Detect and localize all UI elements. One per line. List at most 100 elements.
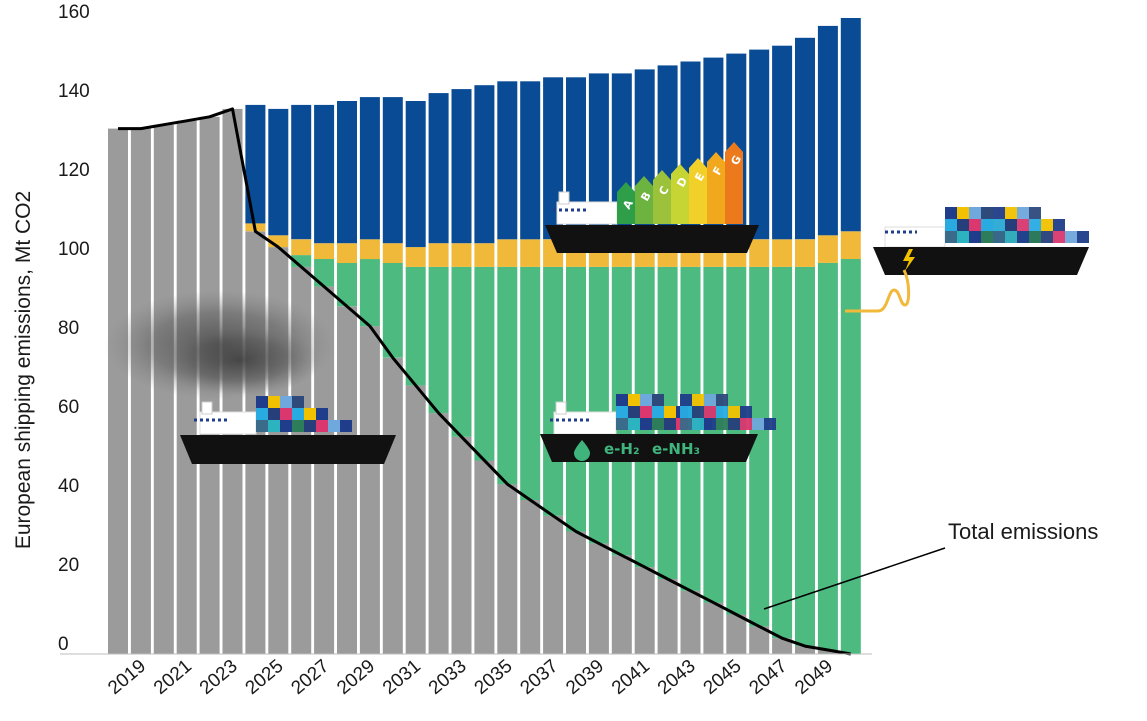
bar-2035-s1 xyxy=(497,266,518,485)
bar-2047-s0 xyxy=(772,638,793,654)
shore-power-ship-icon xyxy=(873,207,1089,275)
bar-2029-s1 xyxy=(359,259,380,327)
bar-2047-s1 xyxy=(772,266,793,639)
bar-2030-s3 xyxy=(382,97,403,244)
bar-2035-s0 xyxy=(497,484,518,654)
bar-2033-s2 xyxy=(451,243,472,267)
container-ship-icon xyxy=(180,396,396,464)
y-tick-label: 20 xyxy=(58,555,79,576)
x-tick-label: 2023 xyxy=(196,656,242,699)
bar-2034-s1 xyxy=(474,266,495,461)
y-tick-label: 40 xyxy=(58,476,79,497)
bar-2046-s2 xyxy=(749,239,770,267)
bar-2039-s0 xyxy=(588,543,609,654)
efuel-ship-icon: e-H₂ e-NH₃ xyxy=(540,394,776,462)
drop-icon xyxy=(574,440,590,461)
bar-2037-s0 xyxy=(543,515,564,655)
bar-2032-s2 xyxy=(428,243,449,267)
bar-2034-s0 xyxy=(474,460,495,654)
bar-2046-s1 xyxy=(749,266,770,627)
x-tick-label: 2025 xyxy=(242,656,288,699)
bar-2036-s1 xyxy=(520,266,541,500)
bar-2032-s0 xyxy=(428,413,449,654)
bar-2035-s3 xyxy=(497,81,518,240)
x-tick-label: 2021 xyxy=(150,656,196,699)
bar-2048-s2 xyxy=(795,239,815,267)
bar-2038-s1 xyxy=(566,266,586,532)
energy-rating-bars: A B C D E F G xyxy=(617,142,744,224)
y-tick-label: 160 xyxy=(58,2,90,23)
bar-2034-s2 xyxy=(474,243,495,267)
bar-2049-s1 xyxy=(817,262,838,650)
annotation-leader-line xyxy=(763,547,946,610)
bar-2027-s3 xyxy=(314,104,335,244)
x-tick-label: 2027 xyxy=(287,656,333,699)
bar-2037-s3 xyxy=(543,77,564,240)
bar-2026-s3 xyxy=(291,104,312,240)
bar-2038-s0 xyxy=(566,531,586,654)
bar-2030-s2 xyxy=(382,243,403,263)
bar-2037-s1 xyxy=(543,266,564,516)
y-tick-label: 140 xyxy=(58,81,90,102)
bar-2026-s1 xyxy=(291,255,312,267)
total-emissions-annotation: Total emissions xyxy=(948,519,1098,544)
bar-2028-s1 xyxy=(337,262,357,307)
bar-2048-s1 xyxy=(795,266,815,647)
bar-2050-s1 xyxy=(840,259,861,654)
bar-2035-s2 xyxy=(497,239,518,267)
bar-2036-s2 xyxy=(520,239,541,267)
bar-2028-s2 xyxy=(337,243,357,263)
x-tick-label: 2019 xyxy=(104,656,150,699)
bar-2046-s0 xyxy=(749,626,770,654)
bar-2032-s3 xyxy=(428,93,449,244)
bar-2018-s0 xyxy=(108,128,128,655)
bar-2027-s0 xyxy=(314,286,335,654)
total-emissions-line xyxy=(118,107,852,656)
ammonia-label: e-NH₃ xyxy=(652,440,700,458)
bar-2029-s0 xyxy=(359,326,380,654)
bar-2046-s3 xyxy=(749,49,770,240)
bar-2050-s2 xyxy=(840,231,861,259)
y-tick-label: 0 xyxy=(58,634,69,655)
bar-2040-s0 xyxy=(611,555,632,655)
bar-2030-s0 xyxy=(382,357,403,655)
bar-2027-s2 xyxy=(314,243,335,259)
bar-2049-s0 xyxy=(817,650,838,654)
hydrogen-label: e-H₂ xyxy=(604,440,640,458)
x-tick-label: 2039 xyxy=(562,656,608,699)
bar-2047-s3 xyxy=(772,45,793,240)
bar-2045-s0 xyxy=(726,614,747,654)
smog-cloud xyxy=(105,290,335,400)
x-tick-label: 2031 xyxy=(379,656,425,699)
bar-2044-s0 xyxy=(703,602,724,654)
x-tick-label: 2047 xyxy=(745,656,791,699)
bar-2031-s2 xyxy=(405,247,426,267)
bar-2033-s3 xyxy=(451,89,472,244)
efficiency-ship-icon: A B C D E F G xyxy=(545,142,759,253)
bar-2031-s3 xyxy=(405,101,426,248)
x-tick-label: 2037 xyxy=(516,656,562,699)
bar-2030-s1 xyxy=(382,262,403,358)
bar-2024-s3 xyxy=(245,104,266,224)
shore-power-cable xyxy=(845,269,911,313)
bar-2049-s2 xyxy=(817,235,838,263)
bar-2036-s0 xyxy=(520,500,541,654)
bar-2028-s3 xyxy=(337,101,357,244)
bar-2043-s0 xyxy=(680,590,701,654)
bar-2033-s1 xyxy=(451,266,472,437)
bar-2032-s1 xyxy=(428,266,449,414)
y-axis-label: European shipping emissions, Mt CO2 xyxy=(12,191,35,549)
y-tick-label: 60 xyxy=(58,397,79,418)
bar-2036-s3 xyxy=(520,81,541,240)
y-tick-label: 100 xyxy=(58,239,90,260)
bar-2029-s2 xyxy=(359,239,380,260)
x-tick-label: 2043 xyxy=(654,656,700,699)
bar-2048-s0 xyxy=(795,646,815,654)
bar-2050-s3 xyxy=(840,18,861,232)
y-tick-label: 120 xyxy=(58,160,90,181)
bar-2027-s1 xyxy=(314,259,335,287)
bar-2029-s3 xyxy=(359,97,380,240)
bar-2042-s0 xyxy=(657,579,678,654)
bar-2028-s0 xyxy=(337,306,357,654)
